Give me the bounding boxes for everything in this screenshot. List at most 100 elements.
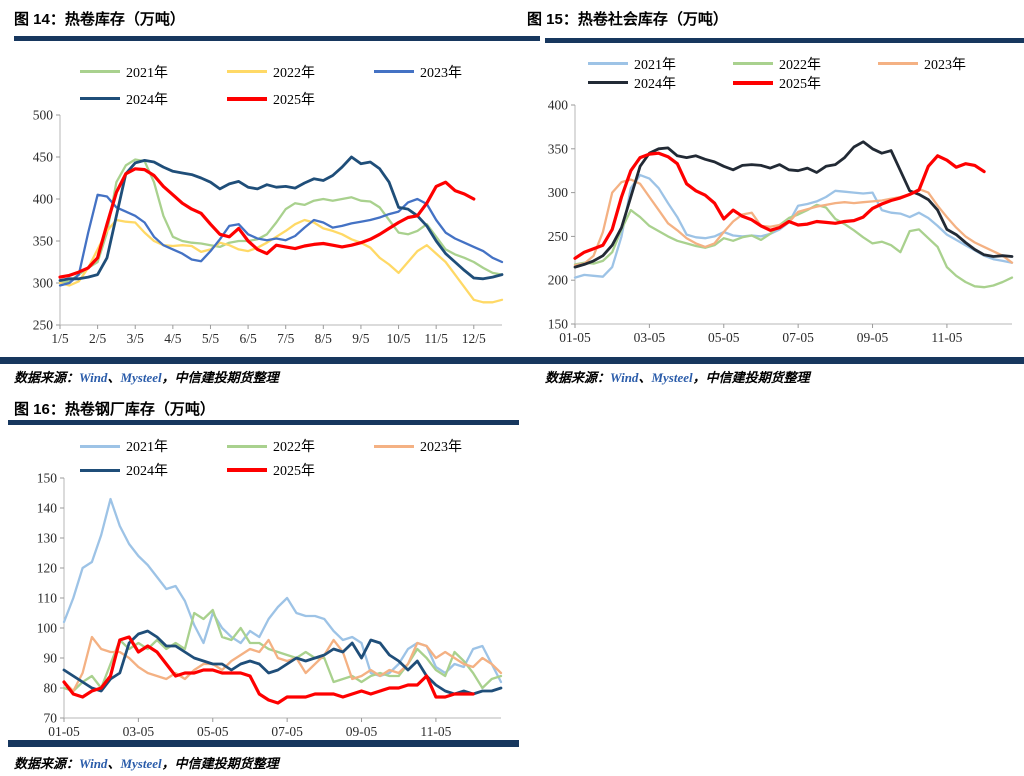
y-axis-tick-label: 250 xyxy=(33,318,54,333)
legend-item-2022年: 2022年 xyxy=(733,54,878,73)
x-axis-tick-label: 1/5 xyxy=(51,331,69,346)
series-line-2022年 xyxy=(58,218,504,304)
legend-line-swatch xyxy=(227,70,267,73)
y-axis-tick-label: 400 xyxy=(33,192,54,207)
x-axis-tick-label: 05-05 xyxy=(197,724,229,739)
x-axis-tick-label: 11/5 xyxy=(424,331,448,346)
legend-line-swatch xyxy=(374,70,414,73)
x-axis-tick-label: 3/5 xyxy=(127,331,145,346)
legend-line-swatch xyxy=(80,97,120,100)
figure-14-line-chart: 250 300 350 400 450 500 1/5 2/5 3/5 4/5 5/5 6/5 7/5 8… xyxy=(33,108,504,346)
legend-item-2025年: 2025年 xyxy=(733,73,878,92)
y-axis-tick-label: 80 xyxy=(44,681,58,696)
figure-15-title: 图 15：热卷社会库存（万吨） xyxy=(527,11,728,28)
legend-label: 2021年 xyxy=(634,57,676,73)
y-axis-tick-label: 350 xyxy=(33,234,54,249)
y-axis-tick-label: 250 xyxy=(548,229,569,244)
legend-line-swatch xyxy=(227,444,267,448)
title-rule-right xyxy=(545,38,1024,43)
legend-line-swatch xyxy=(227,96,267,101)
y-axis-tick-label: 90 xyxy=(44,651,58,666)
legend-item-2024年: 2024年 xyxy=(80,85,227,112)
legend-item-2022年: 2022年 xyxy=(227,434,374,458)
legend-label: 2022年 xyxy=(273,440,315,455)
y-axis-tick-label: 350 xyxy=(548,141,569,156)
legend-label: 2025年 xyxy=(779,76,821,92)
y-axis-tick-label: 140 xyxy=(37,501,58,516)
y-axis-tick-label: 500 xyxy=(33,108,54,123)
legend-label: 2024年 xyxy=(126,464,168,479)
legend-item-2021年: 2021年 xyxy=(588,54,733,73)
x-axis-tick-label: 11-05 xyxy=(931,330,962,345)
figure-16-source-note: 数据来源：Wind、Mysteel，中信建投期货整理 xyxy=(14,756,279,771)
legend-line-swatch xyxy=(227,468,267,472)
legend-label: 2021年 xyxy=(126,440,168,455)
source-vendor-wind: Wind xyxy=(610,370,639,385)
y-axis-tick-label: 120 xyxy=(37,561,58,576)
x-axis-tick-label: 9/5 xyxy=(352,331,370,346)
x-axis-tick-label: 11-05 xyxy=(420,724,451,739)
series-line-2023年 xyxy=(58,193,504,287)
title-rule-left xyxy=(14,36,540,41)
legend-line-swatch xyxy=(878,62,918,65)
x-axis-tick-label: 03-05 xyxy=(123,724,155,739)
legend-label: 2021年 xyxy=(126,65,168,81)
legend-item-2021年: 2021年 xyxy=(80,58,227,85)
x-axis-tick-label: 09-05 xyxy=(346,724,378,739)
source-prefix: 数据来源： xyxy=(14,756,80,771)
x-axis-tick-label: 01-05 xyxy=(559,330,591,345)
x-axis-tick-label: 03-05 xyxy=(634,330,666,345)
y-axis-tick-label: 200 xyxy=(548,273,569,288)
figure-14-title: 图 14：热卷库存（万吨） xyxy=(14,11,185,28)
legend-label: 2025年 xyxy=(273,92,315,108)
legend-line-swatch xyxy=(733,62,773,65)
legend-item-2025年: 2025年 xyxy=(227,458,374,482)
legend-label: 2024年 xyxy=(126,92,168,108)
x-axis-tick-label: 07-05 xyxy=(782,330,814,345)
series-line-2023年 xyxy=(62,635,503,693)
legend-item-2024年: 2024年 xyxy=(588,73,733,92)
legend-line-swatch xyxy=(588,81,628,84)
series-line-2025年 xyxy=(58,167,476,279)
legend-line-swatch xyxy=(588,62,628,65)
legend-item-2025年: 2025年 xyxy=(227,85,374,112)
x-axis-tick-label: 7/5 xyxy=(277,331,295,346)
x-axis-tick-label: 12/5 xyxy=(462,331,486,346)
legend-label: 2023年 xyxy=(420,65,462,81)
series-line-2024年 xyxy=(58,155,504,282)
figure-15-line-chart: 150 200 250 300 350 400 01-05 03-05 05-05 07-05 09… xyxy=(548,98,1014,345)
figure-15-legend: 2021年 2022年 2023年 2024年 2025年 xyxy=(588,54,1023,92)
legend-line-swatch xyxy=(80,468,120,472)
x-axis-tick-label: 6/5 xyxy=(239,331,257,346)
y-axis-tick-label: 70 xyxy=(44,711,58,726)
x-axis-tick-label: 5/5 xyxy=(202,331,220,346)
figure-14-source-note: 数据来源：Wind、Mysteel，中信建投期货整理 xyxy=(14,370,279,385)
source-vendor-mysteel: Mysteel xyxy=(120,756,162,771)
x-axis-tick-label: 2/5 xyxy=(89,331,107,346)
legend-item-2023年: 2023年 xyxy=(374,58,521,85)
legend-item-2023年: 2023年 xyxy=(374,434,521,458)
legend-label: 2024年 xyxy=(634,76,676,92)
legend-label: 2023年 xyxy=(924,57,966,73)
x-axis-tick-label: 07-05 xyxy=(271,724,303,739)
y-axis-tick-label: 110 xyxy=(37,591,57,606)
section-divider-bar xyxy=(0,357,1024,364)
figure-16-title: 图 16：热卷钢厂库存（万吨） xyxy=(14,401,215,418)
legend-line-swatch xyxy=(733,80,773,85)
source-vendor-mysteel: Mysteel xyxy=(120,370,162,385)
figure-16-bottom-bar xyxy=(8,740,519,747)
x-axis-tick-label: 05-05 xyxy=(708,330,740,345)
source-vendor-wind: Wind xyxy=(79,756,108,771)
legend-line-swatch xyxy=(80,70,120,73)
series-line-2022年 xyxy=(62,608,503,693)
figure-14-legend: 2021年 2022年 2023年 2024年 2025年 xyxy=(80,58,521,112)
x-axis-tick-label: 8/5 xyxy=(315,331,333,346)
legend-label: 2023年 xyxy=(420,440,462,455)
y-axis-tick-label: 100 xyxy=(37,621,58,636)
legend-item-2023年: 2023年 xyxy=(878,54,1023,73)
legend-line-swatch xyxy=(80,444,120,448)
x-axis-tick-label: 10/5 xyxy=(387,331,411,346)
series-line-2025年 xyxy=(573,151,986,260)
legend-item-2021年: 2021年 xyxy=(80,434,227,458)
